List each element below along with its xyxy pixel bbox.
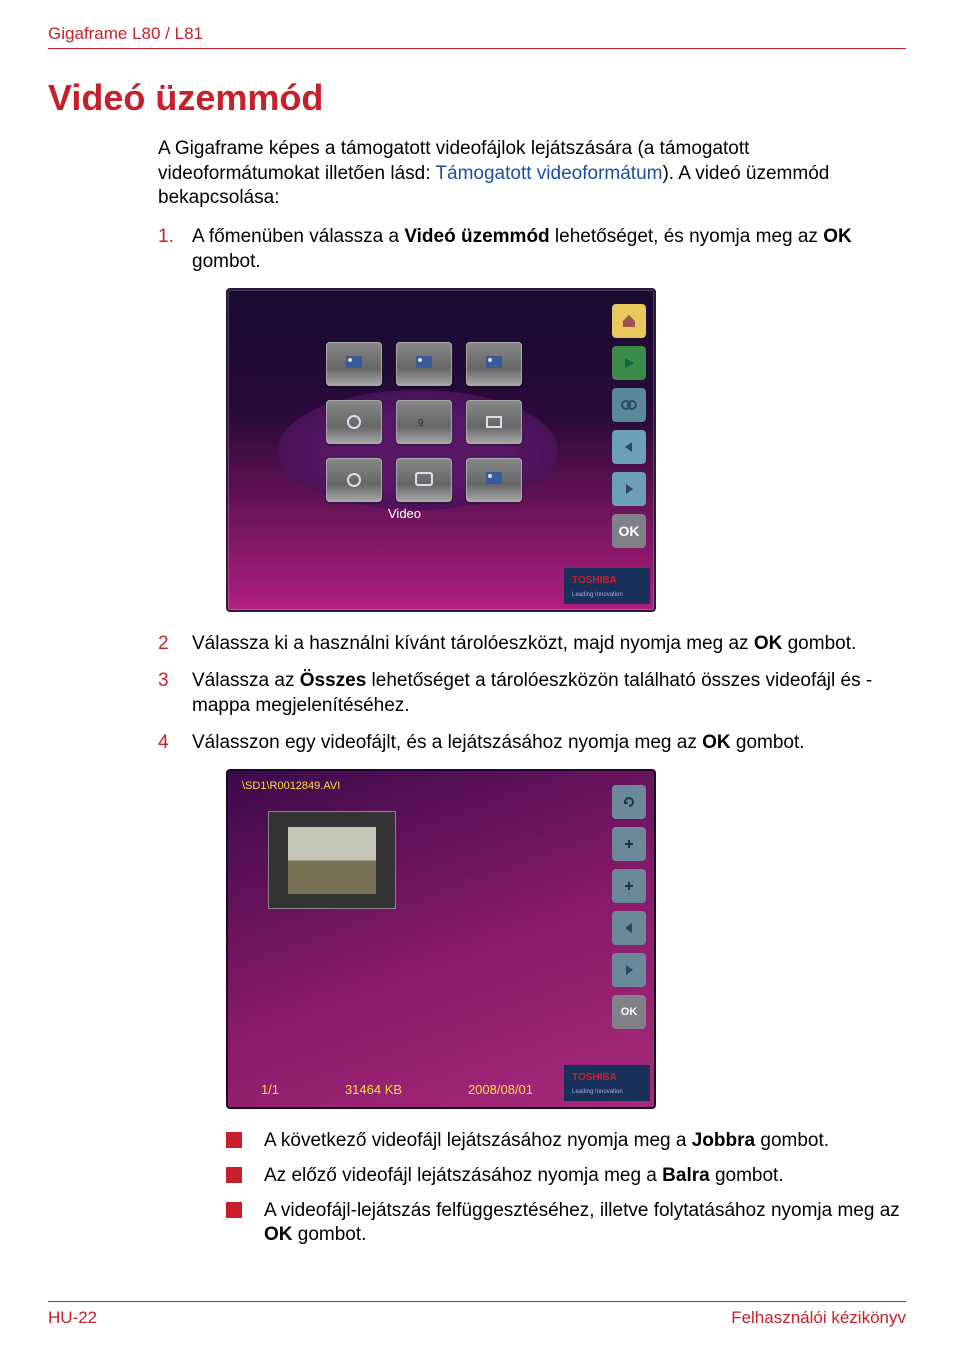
step-4: Válasszon egy videofájlt, és a lejátszás… bbox=[158, 731, 906, 1248]
device-screenshot-browser: \SD1\R0012849.AVI OK 1/1 31464 KB 2008/0… bbox=[226, 769, 656, 1109]
ok-icon: OK bbox=[612, 995, 646, 1029]
text: A főmenüben válassza a bbox=[192, 226, 404, 247]
device-screenshot-menu: 9 Video OK bbox=[226, 288, 656, 612]
footer-page-number: HU-22 bbox=[48, 1308, 97, 1328]
brand-sub: Leading Innovation bbox=[572, 1089, 623, 1095]
left-icon bbox=[612, 911, 646, 945]
emphasis-ok: OK bbox=[702, 732, 731, 753]
menu-icon bbox=[326, 458, 382, 502]
bullet-prev: Az előző videofájl lejátszásához nyomja … bbox=[226, 1164, 906, 1189]
emphasis-left: Balra bbox=[662, 1165, 710, 1186]
menu-grid: 9 bbox=[326, 342, 522, 502]
emphasis-ok: OK bbox=[823, 226, 852, 247]
status-bar: 1/1 31464 KB 2008/08/01 bbox=[228, 1082, 566, 1099]
svg-text:9: 9 bbox=[418, 418, 424, 429]
text: Válasszon egy videofájlt, és a lejátszás… bbox=[192, 732, 702, 753]
text: A videofájl-lejátszás felfüggesztéséhez,… bbox=[264, 1200, 900, 1221]
text: gombot. bbox=[710, 1165, 784, 1186]
text: gombot. bbox=[782, 633, 856, 654]
emphasis-all: Összes bbox=[300, 670, 367, 691]
play-icon bbox=[612, 346, 646, 380]
file-date: 2008/08/01 bbox=[468, 1082, 533, 1099]
menu-icon bbox=[396, 458, 452, 502]
emphasis-video-mode: Videó üzemmód bbox=[404, 226, 549, 247]
figure-browser: \SD1\R0012849.AVI OK 1/1 31464 KB 2008/0… bbox=[226, 769, 906, 1109]
file-size: 31464 KB bbox=[345, 1082, 402, 1099]
bullet-list: A következő videofájl lejátszásához nyom… bbox=[192, 1129, 906, 1248]
emphasis-ok: OK bbox=[754, 633, 783, 654]
emphasis-ok: OK bbox=[264, 1224, 293, 1245]
right-icon bbox=[612, 472, 646, 506]
text: Válassza ki a használni kívánt tárolóesz… bbox=[192, 633, 754, 654]
figure-menu: 9 Video OK bbox=[226, 288, 906, 612]
intro-paragraph: A Gigaframe képes a támogatott videofájl… bbox=[158, 137, 906, 211]
brand-badge: TOSHIBA Leading Innovation bbox=[564, 1065, 650, 1101]
brand-name: TOSHIBA bbox=[572, 1072, 617, 1083]
brand-sub: Leading Innovation bbox=[572, 592, 623, 598]
file-path: \SD1\R0012849.AVI bbox=[242, 779, 340, 793]
rotate-icon bbox=[612, 785, 646, 819]
ok-icon: OK bbox=[612, 514, 646, 548]
footer-label: Felhasználói kézikönyv bbox=[731, 1308, 906, 1328]
step-1: A főmenüben válassza a Videó üzemmód leh… bbox=[158, 225, 906, 612]
text: A következő videofájl lejátszásához nyom… bbox=[264, 1130, 692, 1151]
home-icon bbox=[612, 304, 646, 338]
page-indicator: 1/1 bbox=[261, 1082, 279, 1099]
text: Az előző videofájl lejátszásához nyomja … bbox=[264, 1165, 662, 1186]
bullet-pause: A videofájl-lejátszás felfüggesztéséhez,… bbox=[226, 1199, 906, 1248]
text: Válassza az bbox=[192, 670, 300, 691]
page-title: Videó üzemmód bbox=[48, 77, 906, 119]
text: gombot. bbox=[192, 251, 261, 272]
record-icon bbox=[612, 388, 646, 422]
menu-label-video: Video bbox=[388, 506, 421, 523]
brand-name: TOSHIBA bbox=[572, 575, 617, 586]
text: gombot. bbox=[755, 1130, 829, 1151]
zoom-out-icon bbox=[612, 869, 646, 903]
text: gombot. bbox=[293, 1224, 367, 1245]
menu-icon bbox=[466, 342, 522, 386]
menu-icon bbox=[466, 458, 522, 502]
menu-icon bbox=[326, 400, 382, 444]
side-buttons: OK bbox=[612, 785, 646, 1029]
menu-icon: 9 bbox=[396, 400, 452, 444]
menu-icon bbox=[396, 342, 452, 386]
menu-icon bbox=[466, 400, 522, 444]
page-footer: HU-22 Felhasználói kézikönyv bbox=[48, 1301, 906, 1328]
emphasis-right: Jobbra bbox=[692, 1130, 755, 1151]
menu-icon bbox=[326, 342, 382, 386]
bullet-next: A következő videofájl lejátszásához nyom… bbox=[226, 1129, 906, 1154]
text: gombot. bbox=[731, 732, 805, 753]
video-thumbnail bbox=[268, 811, 396, 909]
thumbnail-image bbox=[288, 827, 376, 894]
header-product: Gigaframe L80 / L81 bbox=[48, 24, 906, 49]
side-buttons: OK bbox=[612, 304, 646, 548]
step-3: Válassza az Összes lehetőséget a tárolóe… bbox=[158, 669, 906, 718]
right-icon bbox=[612, 953, 646, 987]
text: lehetőséget, és nyomja meg az bbox=[550, 226, 824, 247]
zoom-in-icon bbox=[612, 827, 646, 861]
step-2: Válassza ki a használni kívánt tárolóesz… bbox=[158, 632, 906, 657]
left-icon bbox=[612, 430, 646, 464]
brand-badge: TOSHIBA Leading Innovation bbox=[564, 568, 650, 604]
link-supported-formats[interactable]: Támogatott videoformátum bbox=[435, 163, 662, 184]
